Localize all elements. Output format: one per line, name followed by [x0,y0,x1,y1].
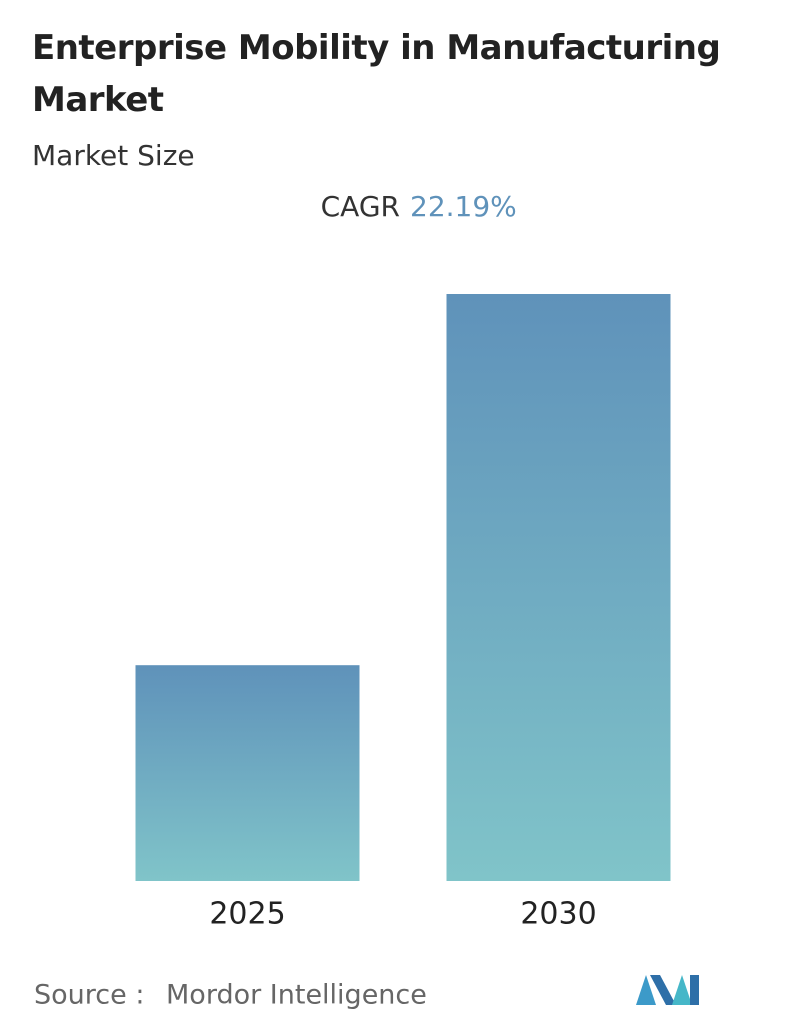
subtitle: Market Size [32,139,195,172]
cagr-label: CAGR [321,190,400,223]
chart-title: Enterprise Mobility in Manufacturing Mar… [32,28,721,120]
source-label: Source : [34,980,144,1011]
x-tick-label: 2030 [520,897,596,932]
source: Mordor Intelligence [166,980,427,1011]
x-tick-label: 2025 [209,897,285,932]
bar [135,665,360,881]
cagr-value: 22.19% [410,190,517,223]
logo [636,975,699,1005]
bar [446,294,671,881]
